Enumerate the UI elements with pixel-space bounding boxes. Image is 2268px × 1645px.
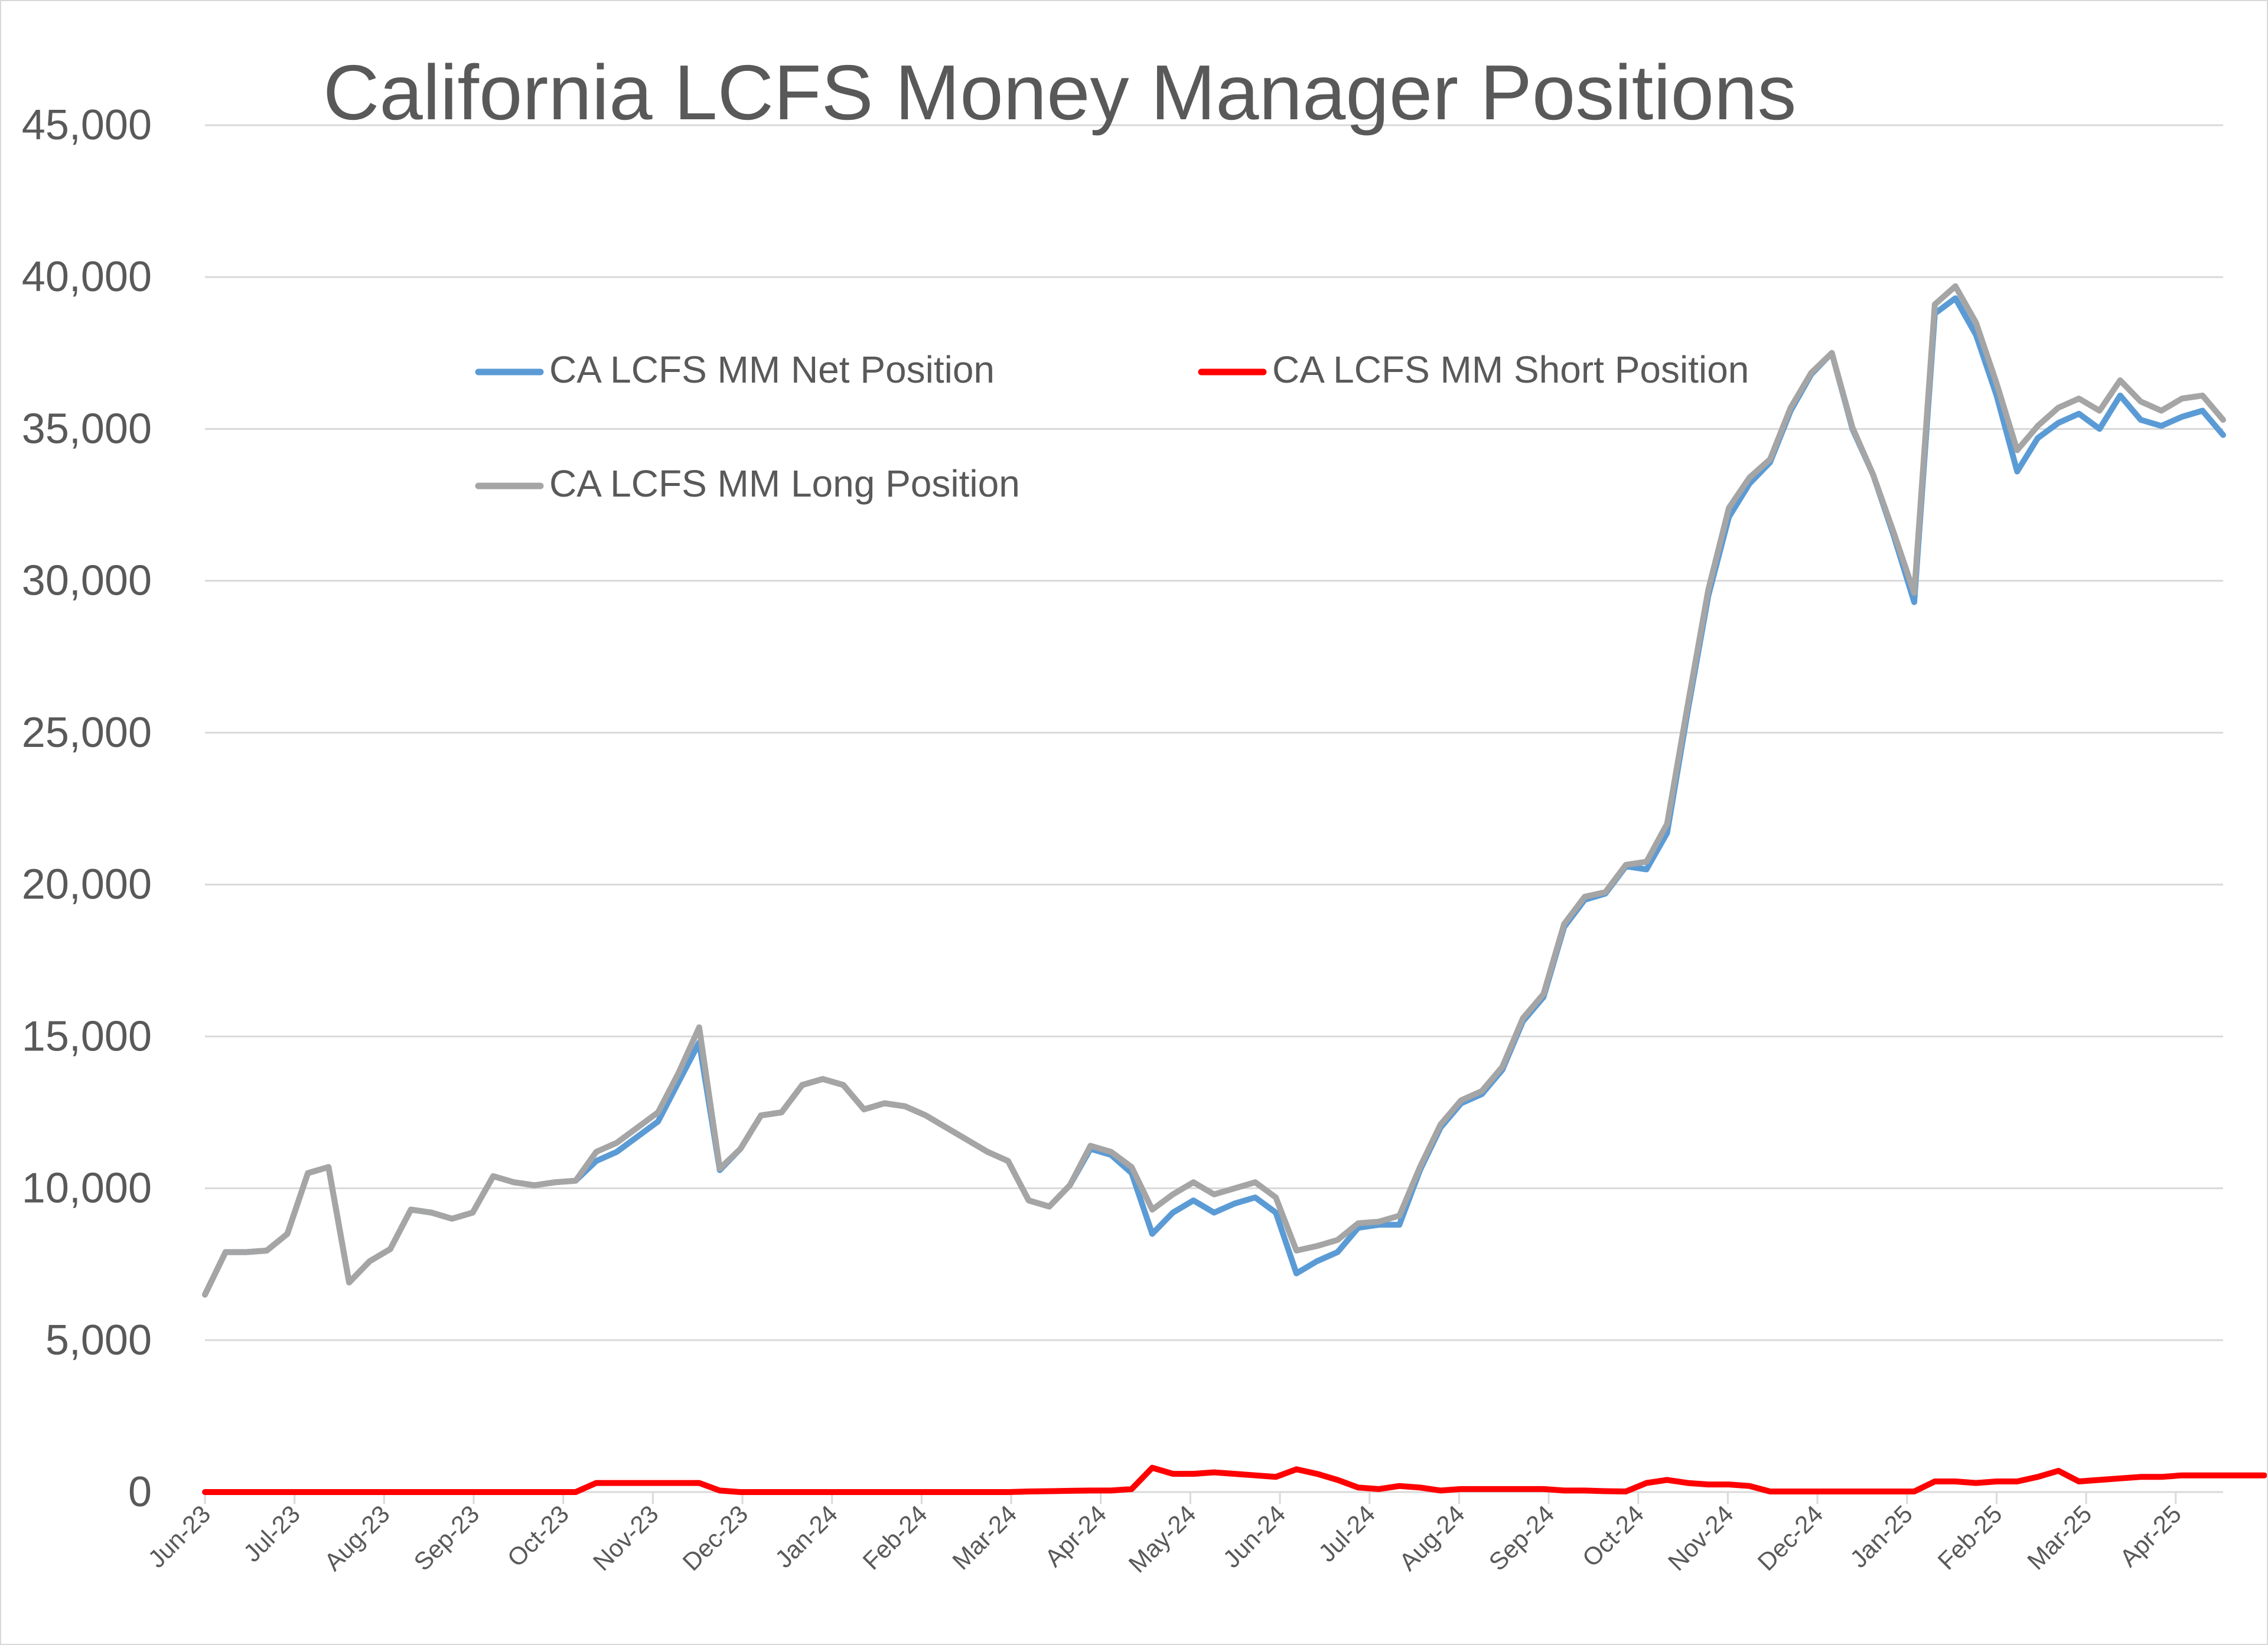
x-tick-label: Nov-24 (1663, 1500, 1739, 1576)
y-tick-label: 45,000 (22, 102, 152, 149)
series-short-position-line (202, 1464, 2267, 1495)
x-tick-label: Aug-23 (319, 1500, 395, 1576)
y-tick-label: 40,000 (22, 253, 152, 301)
x-tick-label: Mar-25 (2022, 1500, 2097, 1575)
y-tick-label: 35,000 (22, 405, 152, 452)
legend: CA LCFS MM Net Position CA LCFS MM Short… (475, 348, 1749, 505)
x-tick-label: Jul-24 (1313, 1500, 1380, 1567)
series-lines (202, 283, 2267, 1495)
series-net-position-line (202, 295, 2226, 1298)
x-tick-label: Sep-24 (1483, 1500, 1559, 1576)
chart-title: California LCFS Money Manager Positions (323, 49, 1796, 136)
x-tick-label: Oct-23 (502, 1500, 574, 1572)
x-tick-label: Feb-25 (1932, 1500, 2007, 1575)
legend-label-short: CA LCFS MM Short Position (1272, 348, 1749, 391)
y-tick-label: 0 (128, 1468, 152, 1516)
x-tick-label: Jul-23 (238, 1500, 305, 1567)
legend-item-long[interactable]: CA LCFS MM Long Position (475, 462, 1020, 505)
y-tick-label: 5,000 (45, 1317, 152, 1364)
x-tick-label: Jan-25 (1845, 1500, 1918, 1573)
x-tick-label: Jan-24 (770, 1500, 843, 1573)
y-tick-label: 30,000 (22, 557, 152, 605)
legend-label-long: CA LCFS MM Long Position (549, 462, 1020, 505)
x-axis: Jun-23 Jul-23 Aug-23 Sep-23 Oct-23 Nov-23 Dec-… (142, 1491, 2223, 1578)
legend-label-net: CA LCFS MM Net Position (549, 348, 995, 391)
x-tick-label: Nov-23 (588, 1500, 664, 1576)
y-tick-label: 20,000 (22, 861, 152, 908)
y-tick-label: 15,000 (22, 1013, 152, 1060)
x-tick-label: Mar-24 (947, 1500, 1022, 1575)
x-tick-label: May-24 (1123, 1500, 1201, 1578)
x-tick-label: Feb-24 (857, 1500, 932, 1575)
legend-item-short[interactable]: CA LCFS MM Short Position (1198, 348, 1749, 391)
x-tick-label: Apr-24 (1040, 1500, 1112, 1572)
x-tick-label: Jun-24 (1217, 1500, 1291, 1573)
x-tick-label: Sep-23 (408, 1500, 484, 1576)
x-tick-label: Aug-24 (1394, 1500, 1470, 1576)
x-tick-label: Oct-24 (1577, 1500, 1649, 1572)
x-tick-label: Dec-24 (1752, 1500, 1828, 1576)
series-long-position-line (202, 283, 2226, 1298)
y-tick-label: 25,000 (22, 709, 152, 756)
y-tick-label: 10,000 (22, 1165, 152, 1212)
y-axis-tick-labels: 0 5,000 10,000 15,000 20,000 25,000 30,000 35,0… (22, 102, 152, 1516)
x-tick-label: Jun-23 (142, 1500, 216, 1573)
x-tick-label: Dec-23 (677, 1500, 753, 1576)
gridlines (205, 124, 2223, 1342)
legend-item-net[interactable]: CA LCFS MM Net Position (475, 348, 995, 391)
x-tick-label: Apr-25 (2114, 1500, 2186, 1572)
